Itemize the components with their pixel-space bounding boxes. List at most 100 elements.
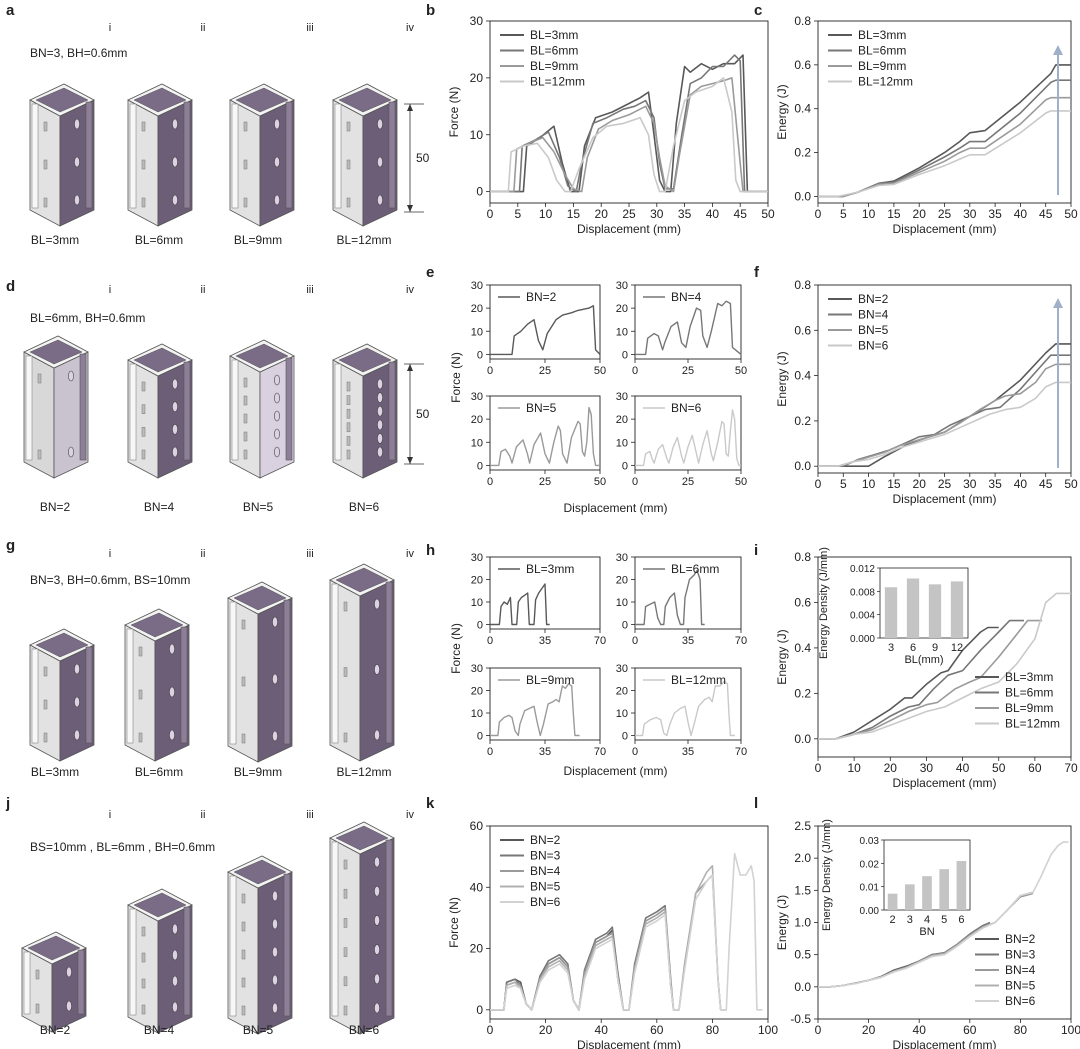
legend-entry: BL=12mm [858,75,913,89]
chart-i: 0 10 20 30 40 50 60 70 0.0 0.2 0.4 0.6 0.8 Displaceme… [775,550,1078,790]
y-tick-label: 30 [616,391,628,403]
roman-label: ii [201,22,206,34]
column-slot [346,449,351,460]
column-slot [141,952,146,963]
column-slot [343,1005,348,1016]
column-j-4 [329,821,395,1035]
legend-entry: BL=6mm [858,44,906,58]
column-rib [229,601,237,745]
column-bump [274,156,280,168]
column-rib [385,581,393,744]
column-rib [77,949,85,1015]
series-line-BL=6mm [818,79,1071,198]
subplot-h-BL=6mm: 0 35 70 0 10 20 30 BL=6mm [616,552,747,647]
column-bump [274,428,280,440]
column-d-4 [332,343,398,479]
series-line-BL=3mm [490,583,550,626]
x-tick-label: 20 [539,1023,553,1037]
roman-label: iii [306,284,313,296]
y-axis-title: Force (N) [447,87,461,138]
column-slot [141,978,146,989]
series-line-BN=6 [635,409,741,467]
column-bump [377,405,383,417]
column-label: BN=2 [40,1023,71,1037]
y-tick-label: 1.5 [794,883,811,897]
legend-entry: BL=9mm [526,673,574,687]
y-tick-label: 30 [616,552,628,564]
column-bump [172,923,178,935]
x-tick-label: 25 [682,476,694,488]
column-opening [338,87,392,113]
inset-bar-3 [904,884,915,910]
column-opening [133,347,187,373]
legend-entry: BL=9mm [530,59,578,73]
column-bump [172,424,178,435]
y-tick-label: 0 [622,731,628,743]
column-slot [343,859,348,870]
column-slot [243,449,248,460]
legend-entry: BL=12mm [530,75,585,89]
legend-entry: BN=4 [1005,963,1036,977]
x-axis-title: Displacement (mm) [563,501,667,515]
y-tick-label: 20 [471,414,483,426]
subplot-e-BN=4: 0 25 50 0 10 20 30 BN=4 [616,280,747,377]
series-line-BL=12mm [490,77,768,193]
x-tick-label: 0 [632,476,638,488]
column-slot [243,197,248,208]
roman-label: iii [306,22,313,34]
x-axis-title: Displacement (mm) [577,222,681,236]
x-tick-label: 70 [594,746,606,758]
y-tick-label: 2.5 [794,819,811,833]
x-tick-label: 5 [840,477,847,491]
column-rib [334,363,342,461]
subplot-h-BL=12mm: 0 35 70 0 10 20 30 BL=12mm [616,663,747,758]
y-tick-label: 0.6 [794,323,811,337]
column-bump [66,1000,72,1012]
column-slot [141,427,146,437]
column-rib [79,353,87,461]
column-rib [231,103,239,209]
column-bump [169,643,175,655]
panel-letter-e: e [426,264,434,281]
column-rib [180,626,188,744]
y-axis-title: Force (N) [449,623,463,674]
column-label: BL=9mm [234,765,282,779]
roman-label: ii [201,809,206,821]
column-g-4 [329,563,395,762]
column-opening [29,339,83,365]
column-bump [274,410,280,422]
y-tick-label: 0.8 [794,278,811,292]
roman-label: iii [306,548,313,560]
column-rib [129,908,137,1016]
y-tick-label: 60 [470,819,484,833]
x-tick-label: 0 [487,207,494,221]
x-tick-label: 25 [938,477,952,491]
x-tick-label: 0 [815,207,822,221]
column-slot [241,619,246,630]
column-bump [374,1002,380,1014]
column-label: BN=4 [144,500,175,514]
x-tick-label: 0 [815,477,822,491]
panel-letter-h: h [426,542,435,559]
column-bump [172,975,178,987]
x-tick-label: 50 [761,207,775,221]
column-bump [377,156,383,168]
y-axis-title: Energy (J) [775,84,789,139]
y-tick-label: 0.0 [794,732,811,746]
inset-bar-5 [939,869,950,910]
inset-bar-2 [887,893,898,910]
x-tick-label: 50 [594,365,606,377]
x-tick-label: 100 [1061,1023,1080,1037]
column-slot [141,926,146,937]
x-tick-label: 35 [682,746,694,758]
column-slot [138,732,143,743]
column-slot [343,976,348,987]
x-tick-label: 20 [913,477,927,491]
column-slot [141,121,146,132]
column-rib [31,648,39,744]
column-j-1 [21,931,87,1033]
series-line-BN=2 [818,343,1071,467]
column-bump [272,946,278,958]
x-tick-label: 25 [622,207,636,221]
